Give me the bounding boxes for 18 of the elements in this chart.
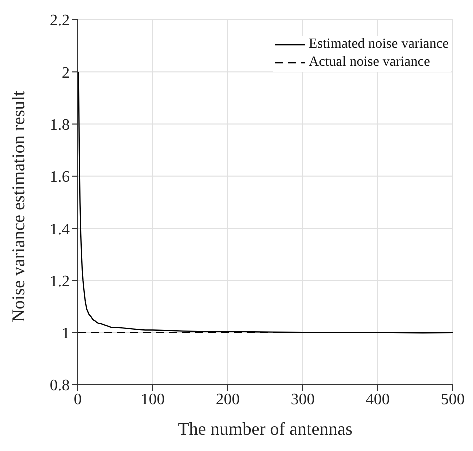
legend-label: Actual noise variance — [309, 54, 430, 72]
y-tick-label: 1.2 — [50, 273, 70, 290]
y-tick-label: 2 — [62, 64, 70, 82]
x-axis-title: The number of antennas — [178, 419, 353, 439]
x-tick-label: 100 — [141, 391, 165, 408]
x-tick-label: 400 — [366, 391, 390, 408]
x-tick-label: 0 — [74, 391, 82, 408]
y-tick-label: 1 — [62, 326, 70, 343]
y-tick-label: 1.6 — [50, 169, 70, 186]
y-tick-label: 1.8 — [50, 116, 70, 134]
x-tick-label: 200 — [216, 391, 240, 408]
y-tick-label: 0.8 — [50, 378, 70, 395]
x-tick-label: 300 — [291, 391, 315, 408]
y-tick-label: 2.2 — [50, 12, 70, 30]
legend-label: Estimated noise variance — [309, 36, 449, 54]
y-tick-label: 1.4 — [50, 221, 70, 238]
x-tick-label: 500 — [441, 391, 465, 408]
y-axis-title: Noise variance estimation result — [8, 91, 28, 322]
